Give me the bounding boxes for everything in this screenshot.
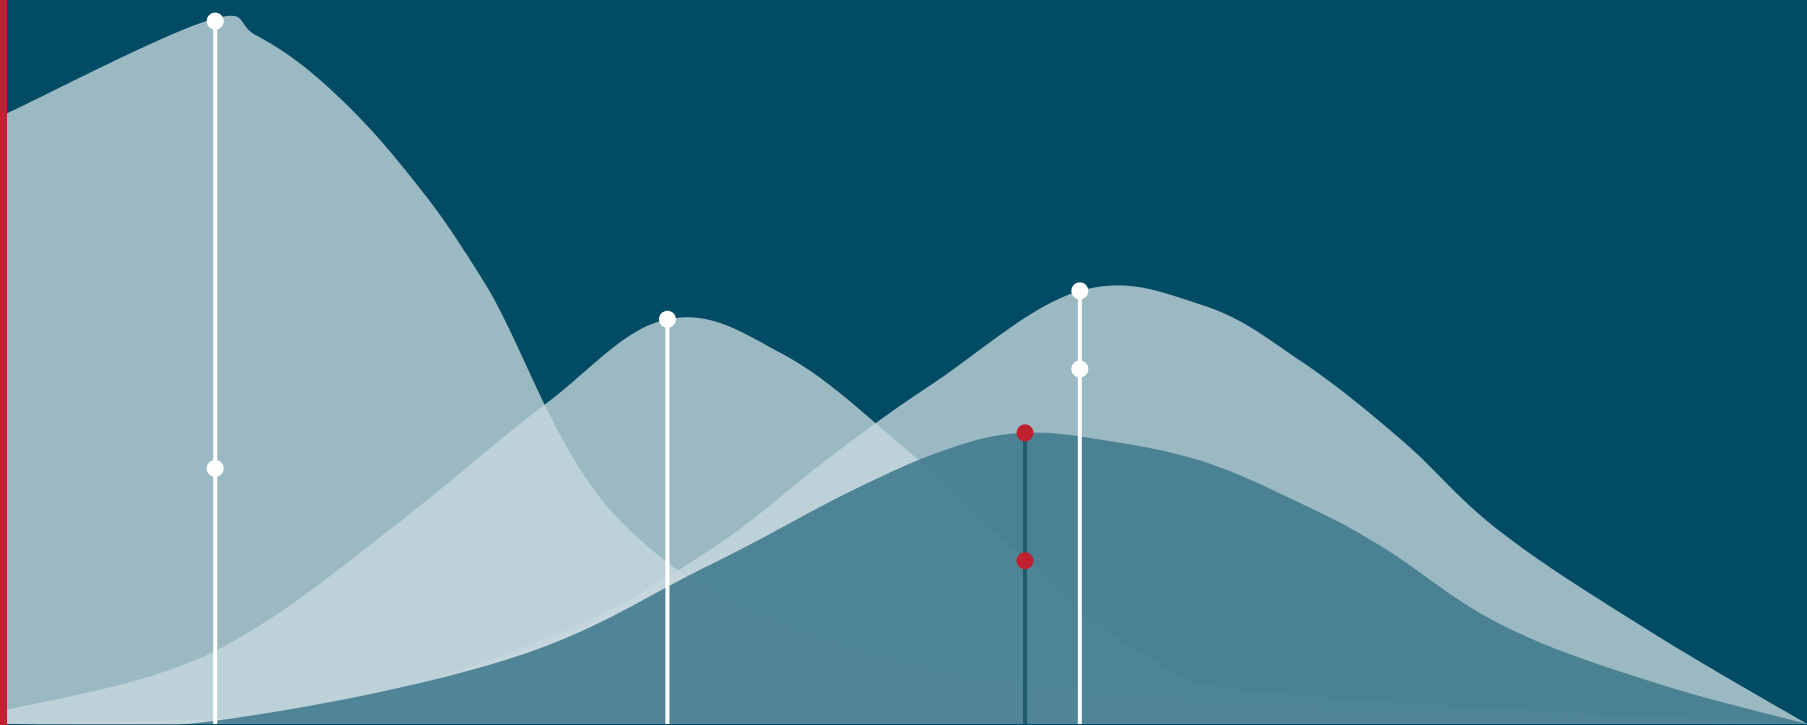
area-layer: [7, 15, 1807, 725]
marker-series-4-1: [1016, 424, 1034, 442]
area-series-4: [7, 432, 1807, 725]
marker-series-1-1: [206, 12, 224, 30]
marker-series-1-2: [206, 459, 224, 477]
marker-series-3-2: [1071, 360, 1089, 378]
marker-layer: [206, 12, 1089, 570]
stem-layer: [213, 21, 1082, 724]
left-accent-bar: [0, 0, 7, 725]
marker-series-3-1: [1071, 282, 1089, 300]
marker-series-2-1: [658, 310, 676, 328]
marker-series-4-2: [1016, 552, 1034, 570]
